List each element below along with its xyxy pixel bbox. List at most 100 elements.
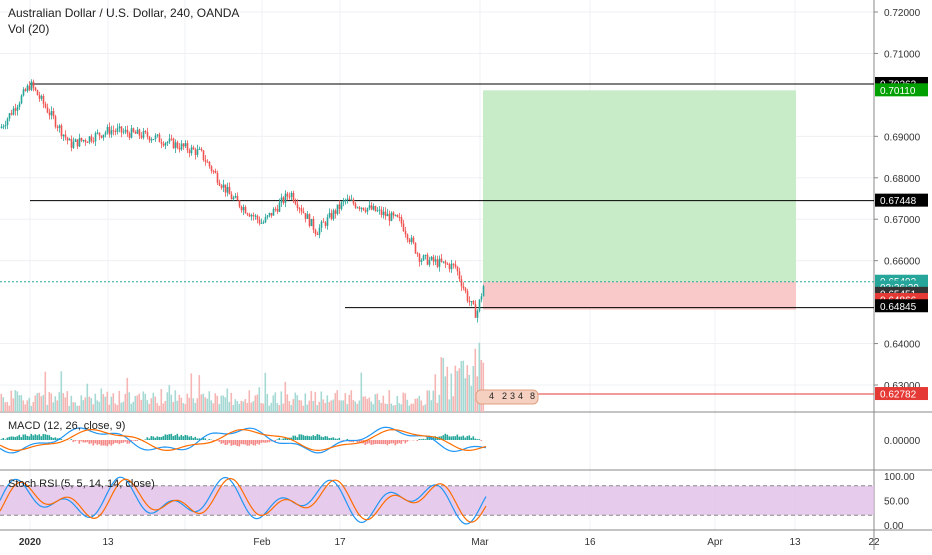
candle-body (257, 216, 259, 220)
position-profit-zone[interactable] (483, 90, 796, 281)
volume-bar (475, 349, 477, 412)
macd-histogram-bar (259, 440, 261, 445)
volume-bar (283, 404, 285, 412)
candle-body (185, 143, 187, 146)
candle-body (245, 207, 247, 213)
macd-histogram-bar (399, 440, 401, 443)
candle-body (35, 88, 37, 91)
volume-bar (455, 366, 457, 412)
volume-bar (297, 395, 299, 412)
volume-bar (17, 391, 19, 412)
volume-bar (453, 396, 455, 412)
volume-bar (165, 401, 167, 412)
volume-bar (361, 373, 363, 412)
macd-histogram-bar (187, 435, 189, 440)
macd-histogram-bar (177, 434, 179, 440)
candle-body (233, 198, 235, 200)
macd-legend[interactable]: MACD (12, 26, close, 9) (8, 420, 125, 432)
candle-body (293, 193, 295, 201)
candle-body (27, 86, 29, 91)
candle-body (261, 223, 263, 224)
candle-body (137, 130, 139, 134)
volume-bar (101, 389, 103, 412)
volume-bar (59, 392, 61, 412)
candle-body (87, 142, 89, 143)
candle-body (331, 213, 333, 219)
macd-histogram-bar (209, 439, 211, 440)
candle-body (147, 132, 149, 137)
volume-bar (47, 405, 49, 412)
macd-histogram-bar (189, 437, 191, 440)
candle-body (301, 209, 303, 212)
volume-bar (305, 393, 307, 412)
volume-bar (57, 400, 59, 412)
macd-histogram-bar (9, 437, 11, 440)
volume-bar (423, 406, 425, 412)
price-badge-label: 0.70110 (880, 86, 916, 97)
candle-body (57, 127, 59, 128)
volume-bar (367, 399, 369, 412)
macd-histogram-bar (455, 436, 457, 440)
volume-bar (303, 406, 305, 412)
volume-bar (227, 389, 229, 412)
candle-body (407, 234, 409, 239)
candle-body (265, 217, 267, 222)
macd-histogram-bar (105, 440, 107, 446)
macd-histogram-bar (7, 438, 9, 440)
volume-bar (35, 396, 37, 412)
volume-bar (287, 394, 289, 412)
candle-body (371, 205, 373, 209)
volume-bar (109, 405, 111, 412)
candle-body (111, 130, 113, 134)
volume-bar (127, 378, 129, 412)
macd-histogram-bar (55, 437, 57, 440)
candle-body (279, 202, 281, 211)
position-loss-zone[interactable] (483, 282, 796, 310)
price-tick-label: 0.64000 (884, 340, 921, 351)
volume-bar (375, 394, 377, 412)
candle-body (453, 264, 455, 265)
volume-bar (39, 393, 41, 412)
volume-bar (353, 400, 355, 412)
candle-body (197, 149, 199, 155)
candle-body (273, 209, 275, 216)
candle-body (219, 183, 221, 186)
time-axis-label: 16 (584, 537, 596, 548)
volume-bar (243, 402, 245, 412)
volume-bar (389, 390, 391, 412)
volume-bar (327, 395, 329, 412)
candle-body (473, 301, 475, 304)
macd-histogram-bar (91, 440, 93, 443)
candle-body (457, 267, 459, 271)
candle-body (107, 127, 109, 133)
volume-bar (181, 398, 183, 412)
symbol-title[interactable]: Australian Dollar / U.S. Dollar, 240, OA… (8, 6, 239, 20)
volume-legend[interactable]: Vol (20) (8, 22, 49, 36)
macd-histogram-bar (405, 440, 407, 443)
candle-body (39, 95, 41, 98)
volume-bar (483, 363, 485, 412)
candle-body (333, 210, 335, 219)
candle-body (305, 213, 307, 219)
candle-body (443, 261, 445, 262)
candle-body (37, 90, 39, 95)
macd-histogram-bar (221, 440, 223, 444)
volume-bar (359, 401, 361, 412)
candle-body (103, 135, 105, 138)
macd-histogram-bar (229, 440, 231, 443)
candle-body (47, 107, 49, 112)
macd-histogram-bar (225, 440, 227, 445)
candle-body (159, 135, 161, 143)
candle-body (455, 264, 457, 266)
stoch-rsi-legend[interactable]: Stoch RSI (5, 5, 14, 14, close) (8, 478, 155, 490)
volume-bar (299, 400, 301, 412)
candle-body (267, 215, 269, 217)
candle-body (365, 210, 367, 212)
macd-histogram-bar (425, 439, 427, 440)
volume-bar (265, 373, 267, 412)
volume-bar (13, 398, 15, 412)
candle-body (127, 130, 129, 133)
candle-body (405, 231, 407, 234)
